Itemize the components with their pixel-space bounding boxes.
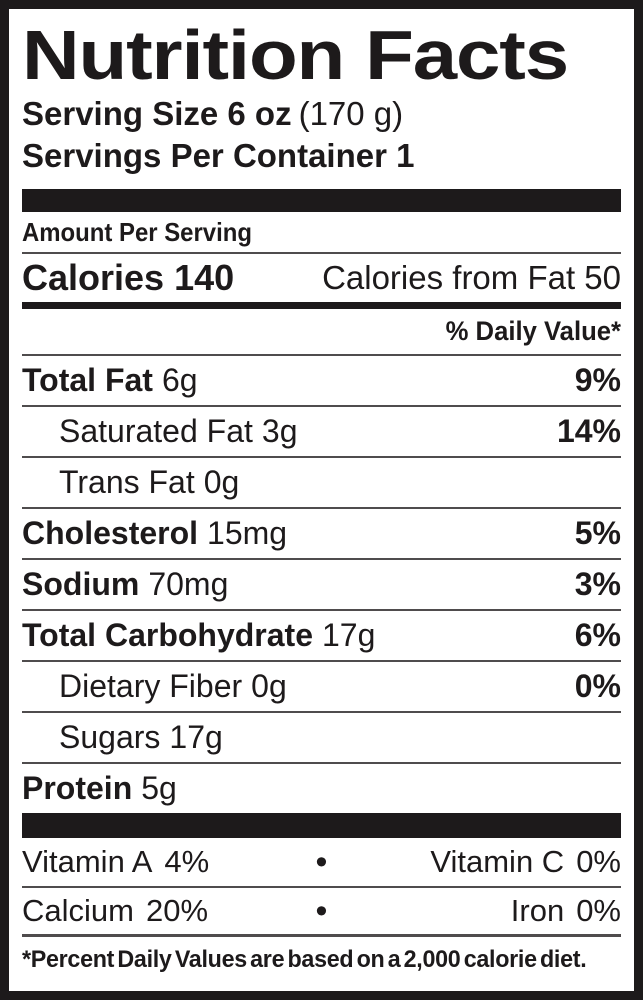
nutrient-amount: 17g xyxy=(169,719,223,755)
vitamin-a: Vitamin A 4% xyxy=(22,844,302,880)
nutrient-daily-value: 14% xyxy=(556,413,621,449)
separator-bar-top xyxy=(22,189,621,212)
serving-size-metric: (170 g) xyxy=(298,95,404,132)
nutrient-amount: 70mg xyxy=(148,566,229,602)
nutrient-name: Total Fat xyxy=(22,362,153,398)
separator-bar-bottom xyxy=(22,813,621,838)
nutrient-daily-value: 5% xyxy=(574,515,621,551)
micronutrient-value: 20% xyxy=(145,893,209,928)
nutrient-row-dietary-fiber: Dietary Fiber 0g 0% xyxy=(22,660,621,711)
daily-value-header: % Daily Value* xyxy=(445,316,621,346)
nutrient-row-sodium: Sodium 70mg 3% xyxy=(22,558,621,609)
nutrient-name: Total Carbohydrate xyxy=(22,617,313,653)
nutrient-amount: 15mg xyxy=(207,515,288,551)
nutrient-daily-value: 3% xyxy=(574,566,621,602)
nutrient-name: Dietary Fiber xyxy=(59,668,243,704)
nutrient-name: Saturated Fat xyxy=(59,413,253,449)
nutrient-daily-value: 6% xyxy=(574,617,621,653)
calories-row: Calories 140 Calories from Fat 50 xyxy=(22,254,621,302)
micronutrient-name: Vitamin A xyxy=(22,844,153,879)
nutrient-name: Sodium xyxy=(22,566,140,602)
servings-per-container-line: Servings Per Container 1 xyxy=(22,137,415,174)
micronutrient-value: 0% xyxy=(576,844,621,879)
nutrient-daily-value: 0% xyxy=(574,668,621,704)
iron: Iron 0% xyxy=(342,893,621,929)
calories-value: 140 xyxy=(174,257,235,298)
footnote: *Percent Daily Values are based on a 2,0… xyxy=(22,946,587,973)
nutrient-amount: 0g xyxy=(251,668,287,704)
nutrient-amount: 6g xyxy=(161,362,198,398)
vitamin-c: Vitamin C 0% xyxy=(342,844,621,880)
serving-size-line: Serving Size 6 oz (170 g) xyxy=(22,93,621,135)
nutrient-row-trans-fat: Trans Fat 0g xyxy=(22,456,621,507)
micronutrient-value: 4% xyxy=(164,844,210,879)
micronutrient-name: Iron xyxy=(510,893,565,928)
micronutrient-row-minerals: Calcium 20% • Iron 0% xyxy=(22,886,621,934)
nutrient-amount: 0g xyxy=(203,464,240,500)
calories-label: Calories xyxy=(22,257,165,298)
micronutrient-value: 0% xyxy=(576,893,621,928)
nutrient-amount: 5g xyxy=(141,770,177,806)
nutrient-amount: 17g xyxy=(322,617,376,653)
micronutrient-name: Calcium xyxy=(22,893,134,928)
nutrient-name: Trans Fat xyxy=(59,464,195,500)
nutrient-daily-value: 9% xyxy=(574,362,621,398)
nutrient-amount: 3g xyxy=(261,413,298,449)
bullet-separator: • xyxy=(315,842,328,881)
nutrient-row-cholesterol: Cholesterol 15mg 5% xyxy=(22,507,621,558)
serving-size-text: Serving Size 6 oz xyxy=(22,95,292,132)
nutrient-row-saturated-fat: Saturated Fat 3g 14% xyxy=(22,405,621,456)
amount-per-serving-heading: Amount Per Serving xyxy=(22,217,252,247)
nutrient-row-protein: Protein 5g xyxy=(22,762,621,813)
micronutrient-row-vitamins: Vitamin A 4% • Vitamin C 0% xyxy=(22,838,621,886)
bullet-separator: • xyxy=(315,891,328,930)
nutrient-row-total-fat: Total Fat 6g 9% xyxy=(22,354,621,405)
nutrient-row-sugars: Sugars 17g xyxy=(22,711,621,762)
nutrient-name: Protein xyxy=(22,770,133,806)
calories-from-fat: Calories from Fat 50 xyxy=(322,259,621,296)
micronutrient-name: Vitamin C xyxy=(430,844,565,879)
divider xyxy=(22,252,621,254)
nutrient-row-total-carbohydrate: Total Carbohydrate 17g 6% xyxy=(22,609,621,660)
calcium: Calcium 20% xyxy=(22,893,302,929)
divider-heavy xyxy=(22,934,621,937)
nutrient-name: Cholesterol xyxy=(22,515,199,551)
separator-bar-mid xyxy=(22,302,621,309)
label-title: Nutrition Facts xyxy=(22,16,569,94)
nutrient-name: Sugars xyxy=(59,719,161,755)
calories-label-value: Calories 140 xyxy=(22,257,234,299)
